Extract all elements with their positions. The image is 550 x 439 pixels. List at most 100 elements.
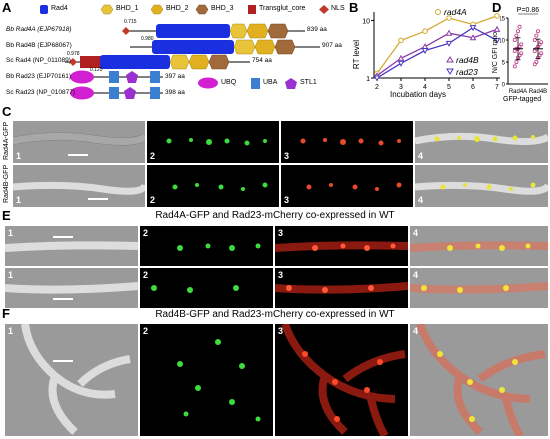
d-ylabel: N/C GFI ratio bbox=[492, 32, 499, 74]
length-rad23: 397 aa bbox=[165, 73, 185, 80]
scrad4-bhd1 bbox=[169, 54, 190, 70]
scrad23-uba2 bbox=[150, 87, 160, 99]
point-rad4A bbox=[446, 15, 452, 21]
score-rad4b: 0.980 bbox=[141, 36, 154, 42]
micrograph-c2-merge: 4 bbox=[415, 165, 548, 207]
panel-e-label: E bbox=[2, 208, 11, 223]
b-xtick-label: 2 bbox=[375, 84, 379, 91]
legend-nls-swatch bbox=[319, 5, 329, 14]
legend-marker-rad4A bbox=[435, 9, 441, 15]
legend-bhd2-label: BHD_2 bbox=[166, 5, 189, 12]
d-ytick-label: 5 bbox=[502, 61, 506, 67]
e1-num2: 2 bbox=[143, 228, 149, 238]
legend-rad4-swatch bbox=[40, 5, 48, 14]
legend-marker-rad4B bbox=[446, 56, 454, 63]
panel-d-label: D bbox=[492, 0, 502, 15]
d-point-Rad4A bbox=[514, 60, 519, 65]
micrograph-e1-bf: 1 bbox=[5, 226, 138, 266]
f-num1: 1 bbox=[8, 326, 14, 336]
micrograph-c1-red: 3 bbox=[281, 121, 413, 163]
b-ytick-label: 10 bbox=[362, 18, 370, 25]
point-rad4B bbox=[493, 25, 501, 32]
micrograph-e1-red: 3 bbox=[275, 226, 408, 266]
b-xtick-label: 7 bbox=[495, 84, 499, 91]
d-ytick-label: 15 bbox=[500, 17, 506, 23]
micrograph-f-gfp: 2 bbox=[140, 324, 273, 436]
c1-num1: 1 bbox=[16, 151, 22, 161]
legend-rad4-label: Rad4 bbox=[51, 5, 68, 12]
b-ytick-label: 1 bbox=[366, 76, 370, 83]
d-point-Rad4B bbox=[539, 40, 544, 45]
scrad23-stl1 bbox=[124, 87, 136, 99]
scrad4-nls bbox=[69, 58, 77, 66]
series-line-rad4B bbox=[376, 28, 498, 77]
rad4b-bhd3 bbox=[274, 39, 296, 55]
point-rad4A bbox=[398, 37, 404, 44]
point-rad23 bbox=[493, 37, 501, 44]
scrad4-rad4-domain bbox=[100, 55, 170, 69]
micrograph-f-merge: 4 bbox=[410, 324, 548, 436]
d-point-Rad4A bbox=[519, 42, 524, 47]
d-point-Rad4A bbox=[519, 51, 524, 56]
legend-bhd2-swatch bbox=[150, 4, 164, 15]
d-point-Rad4B bbox=[532, 38, 537, 43]
length-rad4b: 907 aa bbox=[322, 42, 342, 49]
rad23-stl1 bbox=[126, 71, 138, 83]
micrograph-e1-gfp: 2 bbox=[140, 226, 273, 266]
scrad4-bhd2 bbox=[188, 54, 210, 70]
rad4b-bhd1 bbox=[233, 39, 256, 55]
rad4a-bhd3 bbox=[267, 23, 289, 39]
series-line-rad4A bbox=[376, 15, 498, 74]
panel-c-label: C bbox=[2, 104, 12, 119]
micrograph-c2-bf: 1 bbox=[13, 165, 145, 207]
point-rad4B bbox=[469, 34, 477, 41]
micrograph-e2-red: 3 bbox=[275, 268, 408, 308]
rad23-uba2 bbox=[150, 71, 160, 83]
micrograph-e1-merge: 4 bbox=[410, 226, 548, 266]
b-xtick-label: 3 bbox=[399, 84, 403, 91]
c1-num4: 4 bbox=[418, 151, 424, 161]
legend-marker-rad23 bbox=[446, 68, 454, 75]
legend-label-rad4B: rad4B bbox=[456, 55, 479, 65]
point-rad4B bbox=[397, 54, 405, 61]
rad4b-bhd2 bbox=[254, 39, 276, 55]
protein-name-scrad23: Sc Rad23 (NP_010877) bbox=[6, 89, 76, 96]
b-xtick-label: 5 bbox=[447, 84, 451, 91]
rt-level-chart: 1 10 2 3 4 5 6 7 rad4A rad4B rad23 bbox=[362, 7, 501, 91]
rad23-uba1 bbox=[109, 71, 119, 83]
d-pvalue: P=0.86 bbox=[517, 7, 539, 14]
d-point-Rad4A bbox=[515, 29, 520, 34]
scrad4-bhd3 bbox=[208, 54, 230, 70]
domain-diagram bbox=[40, 4, 329, 100]
point-rad4B bbox=[445, 29, 453, 36]
d-ytick-label: 10 bbox=[500, 39, 506, 45]
panel-f-label: F bbox=[2, 306, 10, 321]
score-rad23: 0.125 bbox=[90, 67, 103, 73]
d-point-Rad4B bbox=[539, 51, 544, 56]
point-rad23 bbox=[445, 40, 453, 47]
panel-f-title: Rad4B-GFP and Rad23-mCherry co-expressed… bbox=[155, 309, 395, 320]
e1-num3: 3 bbox=[278, 228, 284, 238]
protein-name-rad4a: Bb Rad4A (EJP67918) bbox=[6, 26, 72, 33]
rad4a-bhd1 bbox=[229, 23, 248, 39]
row-label-rad4a: Rad4A-GFP bbox=[3, 121, 10, 160]
micrograph-e2-bf: 1 bbox=[5, 268, 138, 308]
point-rad23 bbox=[469, 25, 477, 32]
legend-uba-swatch bbox=[251, 78, 260, 89]
c2-num3: 3 bbox=[284, 195, 290, 205]
f-num3: 3 bbox=[278, 326, 284, 336]
legend-uba-label: UBA bbox=[263, 79, 278, 86]
protein-name-scrad4: Sc Rad4 (NP_011089) bbox=[6, 57, 71, 64]
legend-nls-label: NLS bbox=[331, 5, 345, 12]
rad4a-bhd2 bbox=[246, 23, 269, 39]
legend-ubq-swatch bbox=[198, 77, 218, 89]
d-point-Rad4A bbox=[512, 38, 517, 43]
legend-ubq-label: UBQ bbox=[221, 79, 237, 86]
protein-name-rad23: Bb Rad23 (EJP70161) bbox=[6, 73, 72, 80]
micrograph-c1-bf: 1 bbox=[13, 121, 145, 163]
micrograph-c2-gfp: 2 bbox=[147, 165, 279, 207]
d-ytick-label: 0 bbox=[502, 83, 506, 89]
d-point-Rad4B bbox=[536, 29, 541, 34]
d-point-Rad4A bbox=[517, 24, 522, 29]
